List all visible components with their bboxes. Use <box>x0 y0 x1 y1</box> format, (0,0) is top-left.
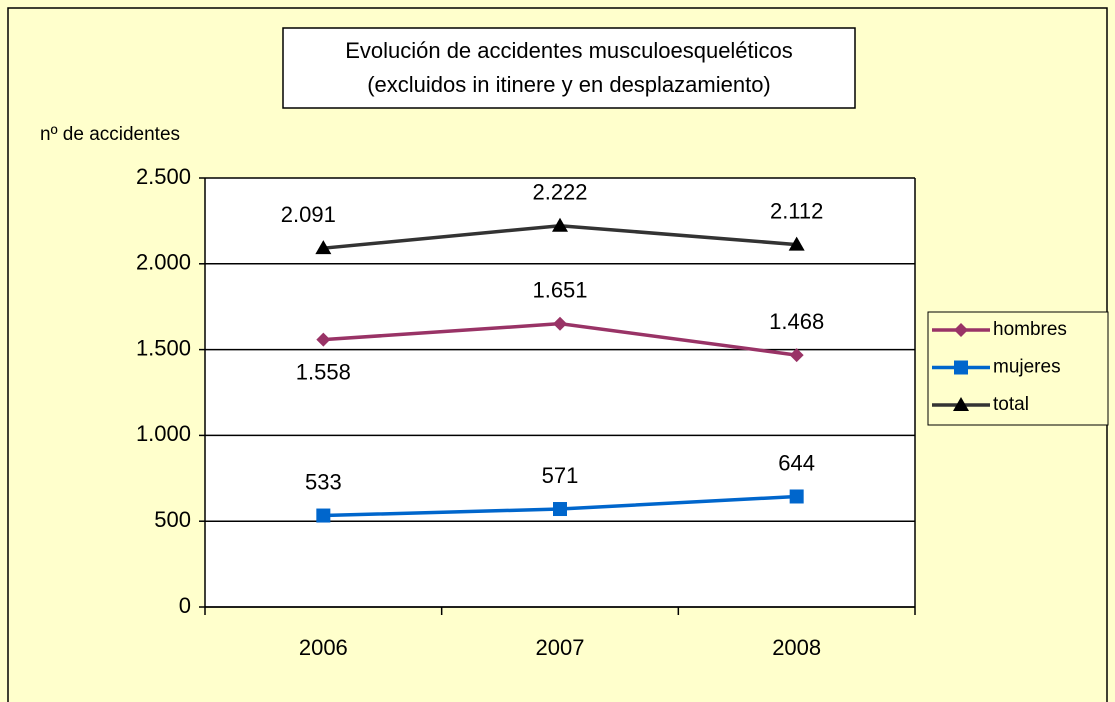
marker-diamond <box>789 348 804 363</box>
x-tick-label: 2008 <box>772 635 821 660</box>
data-label: 1.651 <box>532 278 587 303</box>
data-label: 2.112 <box>770 198 823 223</box>
marker-square <box>789 489 804 504</box>
marker-diamond <box>316 332 331 347</box>
y-tick-label: 0 <box>179 593 191 618</box>
data-label: 571 <box>542 463 579 488</box>
plot-area <box>205 178 915 607</box>
data-label: 2.091 <box>281 202 336 227</box>
legend-label: total <box>993 394 1029 415</box>
marker-triangle <box>552 217 568 232</box>
marker-triangle <box>315 240 332 255</box>
data-label: 2.222 <box>532 180 587 205</box>
y-tick-label: 1.500 <box>136 335 191 360</box>
y-axis-label: nº de accidentes <box>40 124 180 145</box>
marker-square <box>553 502 567 517</box>
marker-triangle <box>788 236 805 251</box>
data-label: 533 <box>305 469 342 494</box>
y-tick-label: 500 <box>154 507 191 532</box>
data-label: 644 <box>778 450 815 475</box>
y-tick-label: 2.500 <box>136 164 191 189</box>
marker-square <box>954 360 968 375</box>
chart-subtitle: (excluidos in itinere y en desplazamient… <box>367 72 771 97</box>
data-label: 1.468 <box>769 309 824 334</box>
marker-diamond <box>553 316 567 331</box>
legend-label: mujeres <box>993 357 1061 378</box>
title-box <box>282 27 856 109</box>
marker-diamond <box>954 323 968 337</box>
legend-label: hombres <box>993 319 1067 340</box>
x-tick-label: 2007 <box>536 635 585 660</box>
marker-square <box>316 508 331 523</box>
data-label: 1.558 <box>296 359 351 384</box>
x-tick-label: 2006 <box>299 635 348 660</box>
chart-title: Evolución de accidentes musculoesqueléti… <box>345 38 793 63</box>
y-tick-label: 1.000 <box>136 421 191 446</box>
y-tick-label: 2.000 <box>136 250 191 275</box>
marker-triangle <box>953 397 969 411</box>
